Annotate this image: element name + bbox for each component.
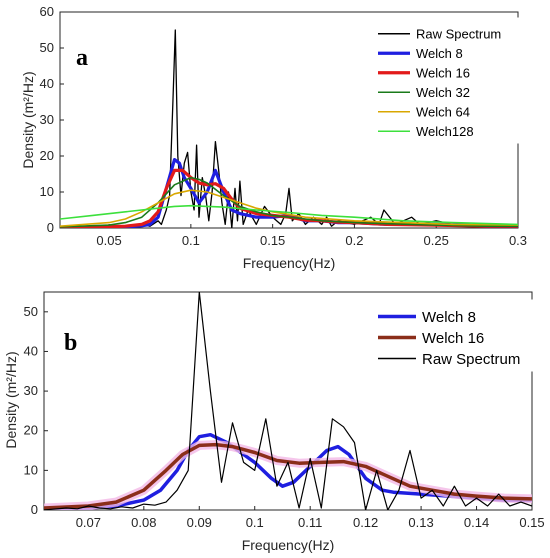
y-tick-label: 20 — [40, 148, 54, 163]
y-tick-label: 30 — [40, 112, 54, 127]
legend-entry: Welch128 — [416, 124, 474, 139]
x-tick-label: 0.2 — [345, 233, 363, 248]
x-tick-label: 0.11 — [298, 515, 322, 530]
x-tick-label: 0.13 — [408, 515, 433, 530]
series-line-welch-8 — [44, 432, 532, 510]
y-tick-label: 60 — [40, 4, 54, 19]
legend-entry: Raw Spectrum — [422, 351, 520, 368]
y-tick-label: 0 — [31, 502, 38, 517]
axes-b: 0.07 0.08 0.09 0.1 0.11 0.12 0.13 0.14 0.15 0 10 20… — [24, 304, 545, 530]
series-a — [60, 29, 518, 228]
panel-letter-a: a — [76, 45, 88, 71]
axes-a: 0.05 0.1 0.15 0.2 0.25 0.3 0 10 20 30 40 50 60 — [40, 4, 528, 248]
x-tick-label: 0.07 — [76, 515, 101, 530]
x-tick-label: 0.3 — [509, 233, 527, 248]
x-tick-label: 0.1 — [246, 515, 264, 530]
series-b — [44, 292, 532, 510]
x-axis-label-a: Frequency(Hz) — [243, 255, 336, 271]
y-tick-label: 20 — [24, 423, 38, 438]
y-tick-label: 10 — [24, 462, 38, 477]
y-tick-label: 30 — [24, 383, 38, 398]
legend-entry: Welch 8 — [416, 46, 463, 61]
y-tick-label: 50 — [24, 304, 38, 319]
x-tick-label: 0.1 — [182, 233, 200, 248]
x-tick-label: 0.12 — [353, 515, 378, 530]
y-tick-label: 10 — [40, 184, 54, 199]
x-tick-label: 0.09 — [187, 515, 212, 530]
x-tick-label: 0.15 — [260, 233, 285, 248]
series-line-welch-64 — [60, 189, 518, 227]
x-tick-label: 0.14 — [464, 515, 489, 530]
series-line-welch-32 — [60, 176, 518, 228]
legend-b: Welch 8 Welch 16 Raw Spectrum — [371, 299, 533, 372]
x-tick-label: 0.25 — [424, 233, 449, 248]
series-line-raw-spectrum — [44, 292, 532, 510]
y-tick-label: 40 — [24, 343, 38, 358]
legend-entry: Welch 8 — [422, 309, 476, 326]
legend-entry: Welch 64 — [416, 104, 470, 119]
x-tick-label: 0.08 — [131, 515, 156, 530]
legend-box — [371, 17, 519, 144]
x-axis-label-b: Frequency(Hz) — [242, 537, 335, 553]
legend-a: Raw Spectrum Welch 8 Welch 16 Welch 32 Welch… — [371, 17, 519, 144]
legend-entry: Welch 16 — [416, 65, 470, 80]
y-axis-label-a: Density (m²/Hz) — [20, 71, 36, 168]
panel-letter-b: b — [64, 330, 77, 356]
legend-entry: Welch 32 — [416, 85, 470, 100]
y-tick-label: 40 — [40, 76, 54, 91]
x-tick-label: 0.15 — [519, 515, 544, 530]
y-tick-label: 0 — [47, 220, 54, 235]
legend-entry: Welch 16 — [422, 330, 484, 347]
y-tick-label: 50 — [40, 40, 54, 55]
legend-entry: Raw Spectrum — [416, 26, 501, 41]
series-line-welch128 — [60, 204, 518, 226]
y-axis-label-b: Density (m²/Hz) — [3, 351, 19, 448]
x-tick-label: 0.05 — [96, 233, 121, 248]
panel-a: 0.05 0.1 0.15 0.2 0.25 0.3 0 10 20 30 40 50 60 Frequ… — [20, 4, 527, 271]
panel-b: 0.07 0.08 0.09 0.1 0.11 0.12 0.13 0.14 0.15 0 10 20… — [3, 291, 545, 553]
